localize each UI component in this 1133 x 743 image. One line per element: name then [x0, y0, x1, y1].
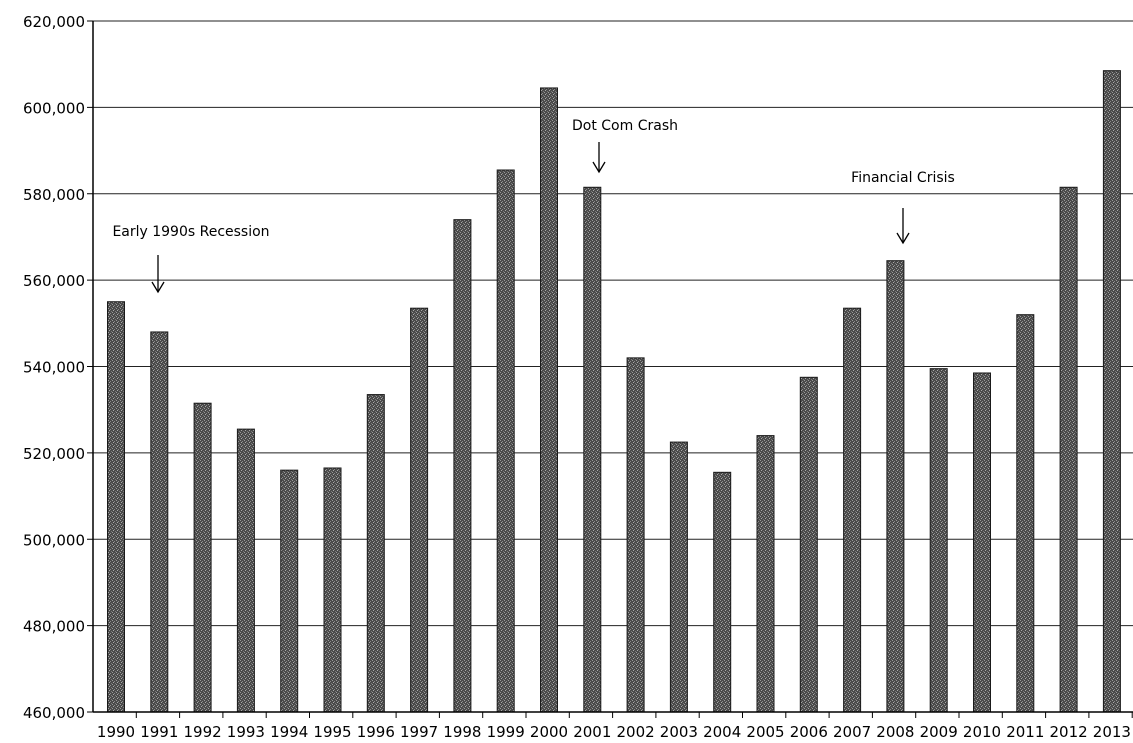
annotation-label: Financial Crisis — [851, 170, 955, 186]
x-tick-label: 2010 — [963, 723, 1001, 741]
x-tick-label: 2006 — [790, 723, 828, 741]
y-tick-label: 560,000 — [23, 272, 85, 290]
bars — [107, 70, 1121, 713]
x-tick-label: 1996 — [357, 723, 395, 741]
bar-2001 — [583, 186, 602, 713]
x-tick-label: 1991 — [140, 723, 178, 741]
y-axis-tick-labels: 460,000 480,000 500,000 520,000 540,000 560,0… — [23, 13, 93, 722]
x-tick-label: 2007 — [833, 723, 871, 741]
bar-2008 — [886, 260, 905, 713]
y-tick-label: 620,000 — [23, 13, 85, 31]
x-tick-label: 2011 — [1006, 723, 1044, 741]
bar-2002 — [626, 357, 645, 713]
x-tick-label: 1998 — [443, 723, 481, 741]
bar-2009 — [929, 368, 948, 713]
bar-1996 — [366, 394, 385, 713]
bar-2013 — [1102, 70, 1121, 713]
y-tick-label: 460,000 — [23, 704, 85, 722]
x-tick-label: 1992 — [184, 723, 222, 741]
x-tick-label: 2013 — [1093, 723, 1131, 741]
x-tick-label: 2004 — [703, 723, 741, 741]
bar-2011 — [1016, 314, 1035, 713]
x-tick-label: 1999 — [487, 723, 525, 741]
x-tick-label: 2002 — [617, 723, 655, 741]
arrow-down-icon — [592, 161, 606, 174]
annotations: Early 1990s Recession Dot Com Crash Financ… — [112, 118, 955, 294]
x-tick-label: 2000 — [530, 723, 568, 741]
x-tick-label: 1994 — [270, 723, 308, 741]
x-tick-label: 1997 — [400, 723, 438, 741]
y-tick-label: 580,000 — [23, 186, 85, 204]
bar-1992 — [193, 402, 212, 713]
bar-1991 — [150, 331, 169, 713]
annotation-label: Dot Com Crash — [572, 118, 678, 134]
x-tick-label: 2001 — [573, 723, 611, 741]
y-tick-label: 600,000 — [23, 99, 85, 117]
x-tick-label: 1995 — [313, 723, 351, 741]
bar-2012 — [1059, 186, 1078, 713]
x-tick-label: 1990 — [97, 723, 135, 741]
bar-1997 — [410, 307, 429, 713]
x-tick-label: 2009 — [920, 723, 958, 741]
bar-2007 — [843, 307, 862, 713]
x-tick-label: 2012 — [1050, 723, 1088, 741]
x-tick-label: 2005 — [746, 723, 784, 741]
x-tick-label: 2003 — [660, 723, 698, 741]
bar-2006 — [799, 376, 818, 713]
arrow-down-icon — [151, 281, 165, 294]
y-tick-label: 480,000 — [23, 618, 85, 636]
bar-1999 — [496, 169, 515, 713]
y-tick-label: 540,000 — [23, 359, 85, 377]
y-tick-label: 500,000 — [23, 531, 85, 549]
bar-2003 — [669, 441, 688, 713]
x-tick-label: 1993 — [227, 723, 265, 741]
annotation-label: Early 1990s Recession — [112, 224, 269, 240]
axes — [92, 21, 1133, 713]
bar-1990 — [107, 301, 125, 713]
bar-2005 — [756, 435, 775, 713]
bar-2010 — [973, 372, 991, 713]
bar-1995 — [323, 467, 342, 713]
y-tick-label: 520,000 — [23, 445, 85, 463]
bar-1994 — [280, 469, 299, 713]
bar-2000 — [540, 87, 558, 713]
bar-1998 — [453, 219, 472, 713]
arrow-down-icon — [896, 232, 910, 245]
gridlines — [93, 20, 1133, 713]
x-axis-tick-labels: 1990 1991 1992 1993 1994 1995 1996 1997 1998 1999… — [97, 712, 1133, 741]
x-tick-label: 2008 — [876, 723, 914, 741]
bar-1993 — [236, 428, 255, 713]
bar-2004 — [713, 471, 732, 713]
